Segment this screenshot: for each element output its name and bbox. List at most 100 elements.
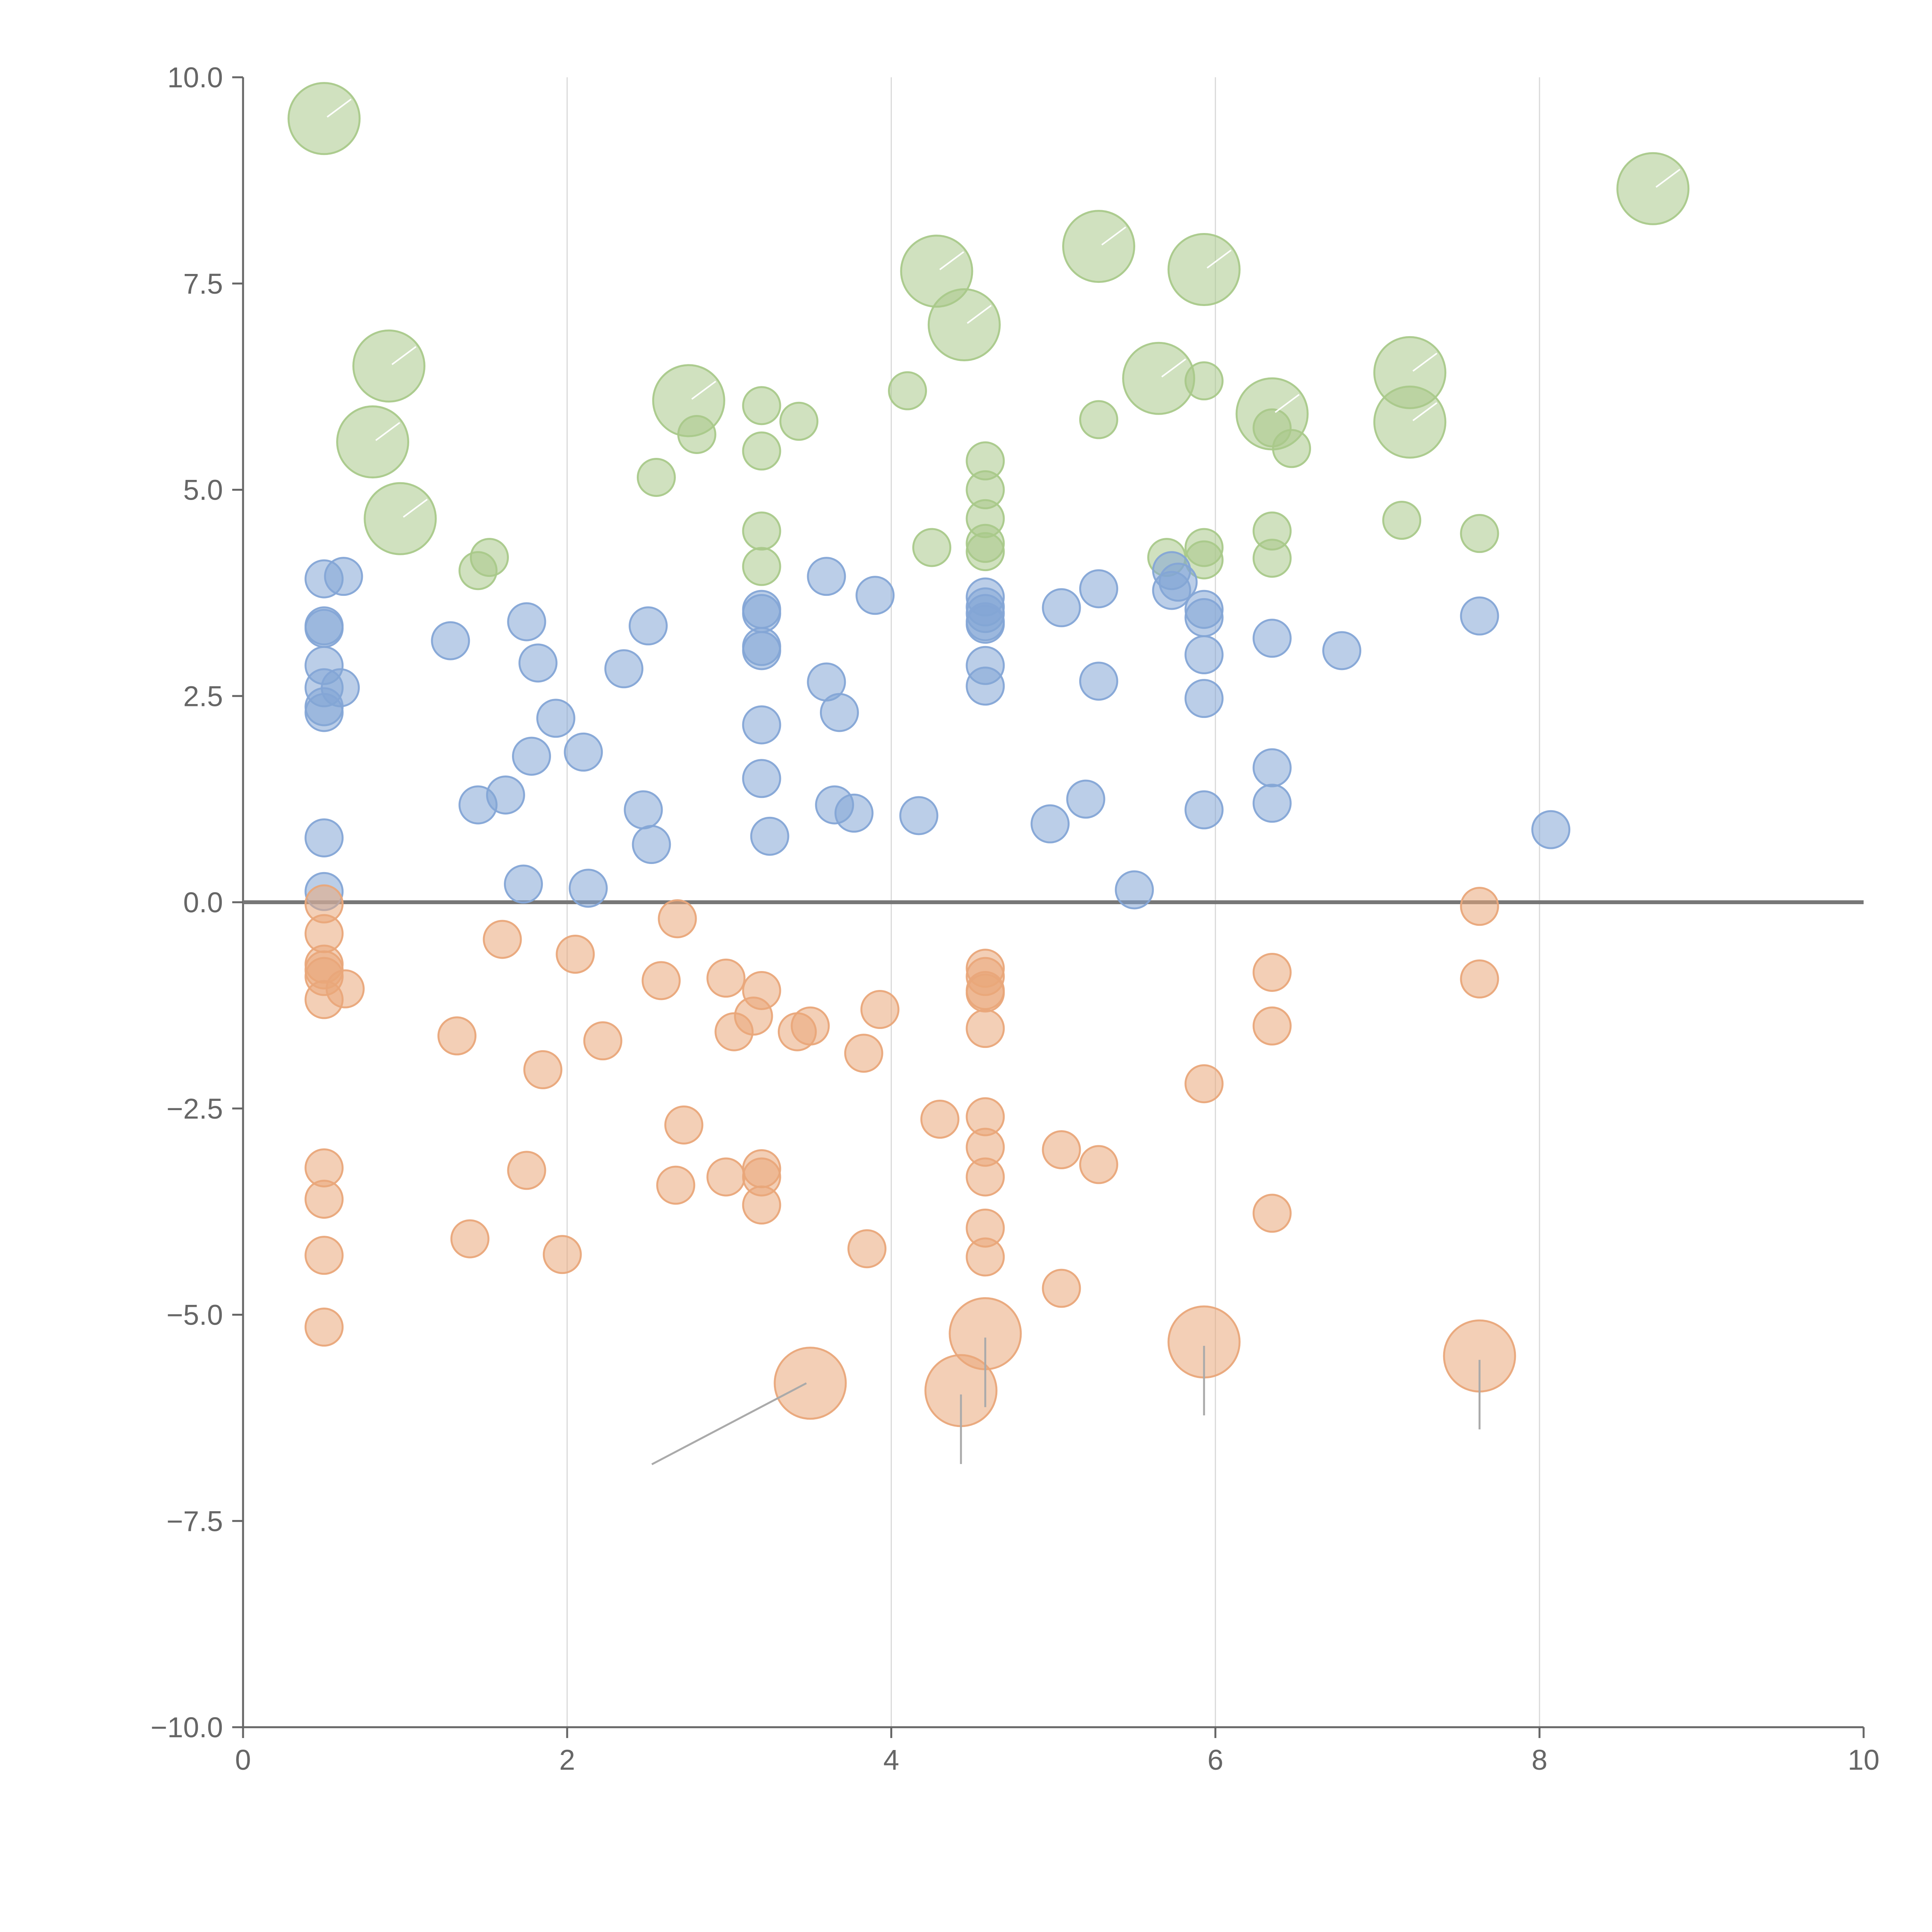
y-tick-label: 7.5 xyxy=(183,268,223,300)
leader-line xyxy=(1274,394,1300,413)
data-point-middle xyxy=(568,869,608,908)
data-point-middle xyxy=(1184,790,1224,830)
data-point-low xyxy=(844,1034,883,1073)
data-point-high xyxy=(1252,539,1292,578)
data-point-low xyxy=(304,1308,344,1347)
data-point-middle xyxy=(742,594,781,633)
data-point-middle xyxy=(507,602,546,641)
leader-line xyxy=(391,346,417,365)
y-tick-label: 10.0 xyxy=(167,61,223,94)
data-point-high xyxy=(1373,385,1447,459)
data-point-high xyxy=(966,532,1005,571)
data-point-high xyxy=(287,82,361,155)
data-point-middle xyxy=(1079,569,1118,609)
data-point-middle xyxy=(899,796,939,835)
leader-line xyxy=(327,99,352,118)
leader-line xyxy=(967,304,992,324)
leader-line xyxy=(939,251,964,270)
data-point-low xyxy=(656,1165,696,1205)
y-tick-label: 0.0 xyxy=(183,886,223,918)
data-point-middle xyxy=(304,693,344,732)
data-point-middle xyxy=(536,699,575,738)
data-point-middle xyxy=(1158,563,1198,602)
data-point-middle xyxy=(820,693,859,732)
data-point-middle xyxy=(1252,619,1292,658)
data-point-high xyxy=(1167,233,1241,306)
data-point-middle xyxy=(604,649,644,689)
data-point-high xyxy=(742,547,781,586)
data-point-middle xyxy=(742,631,781,670)
data-point-high xyxy=(779,401,819,441)
data-point-low xyxy=(664,1105,704,1145)
x-tick-label: 2 xyxy=(559,1744,575,1776)
data-point-low xyxy=(966,1157,1005,1197)
data-point-middle xyxy=(834,793,874,833)
data-point-low xyxy=(507,1151,546,1190)
data-point-middle xyxy=(1079,662,1118,701)
data-point-low xyxy=(920,1100,959,1139)
data-point-high xyxy=(652,364,725,437)
data-point-low xyxy=(437,1016,477,1056)
data-point-high xyxy=(742,431,781,471)
y-tick-label: 2.5 xyxy=(183,680,223,712)
data-point-middle xyxy=(742,759,781,798)
data-point-middle xyxy=(855,576,895,615)
data-point-middle xyxy=(512,736,551,776)
data-point-high xyxy=(888,371,927,410)
data-point-low xyxy=(966,973,1005,1013)
data-point-low xyxy=(641,961,681,1000)
data-point-low xyxy=(860,990,900,1029)
y-tick-label: −10.0 xyxy=(151,1711,223,1743)
x-tick-label: 6 xyxy=(1208,1744,1223,1776)
data-point-high xyxy=(1062,210,1135,283)
data-point-middle xyxy=(632,825,671,864)
axes: 10.0 7.5 5.0 2.5 0.0 −2.5 −5.0 −7.5 −10.0 0 2 4 6 8 10 xyxy=(151,61,1879,1776)
data-point-low xyxy=(1184,1064,1224,1104)
data-point-middle xyxy=(1042,588,1081,628)
data-point-low xyxy=(1252,952,1292,992)
data-point-low xyxy=(483,920,522,959)
data-point-middle xyxy=(1460,596,1499,636)
data-point-middle xyxy=(807,557,846,596)
data-point-high xyxy=(352,329,425,403)
data-point-middle xyxy=(750,816,789,856)
data-point-middle xyxy=(564,732,603,772)
data-point-low xyxy=(791,1006,830,1046)
x-tick-label: 0 xyxy=(235,1744,251,1776)
data-point-middle xyxy=(518,643,558,683)
leader-line xyxy=(651,1382,807,1465)
data-point-low xyxy=(450,1219,490,1259)
data-point-high xyxy=(1235,377,1309,451)
data-point-middle xyxy=(324,557,363,596)
data-point-low xyxy=(304,1180,344,1219)
data-point-low xyxy=(523,1050,563,1089)
data-point-high xyxy=(1079,400,1118,439)
data-point-low xyxy=(847,1229,887,1269)
y-tick-label: −2.5 xyxy=(167,1093,223,1125)
data-point-middle xyxy=(1531,810,1571,849)
leader-line xyxy=(1655,168,1680,188)
data-point-high xyxy=(742,511,781,551)
data-point-high xyxy=(927,288,1001,361)
data-point-low xyxy=(556,935,595,974)
data-point-high xyxy=(1382,500,1422,540)
data-point-middle xyxy=(742,705,781,745)
data-point-high xyxy=(1616,152,1690,225)
data-point-middle xyxy=(304,609,344,648)
data-point-middle xyxy=(1115,870,1154,910)
data-point-high xyxy=(742,386,781,425)
data-point-high xyxy=(458,551,498,590)
y-tick-label: −5.0 xyxy=(167,1299,223,1331)
data-point-high xyxy=(636,457,676,497)
data-point-middle xyxy=(1066,779,1105,819)
data-point-middle xyxy=(486,775,525,815)
data-point-middle xyxy=(1252,748,1292,787)
data-point-high xyxy=(1122,342,1196,415)
data-point-middle xyxy=(1184,679,1224,718)
leader-line xyxy=(1101,226,1126,246)
data-point-middle xyxy=(624,790,663,830)
data-point-middle xyxy=(1322,631,1362,670)
leader-line xyxy=(1412,402,1437,422)
data-point-low xyxy=(706,1157,746,1197)
